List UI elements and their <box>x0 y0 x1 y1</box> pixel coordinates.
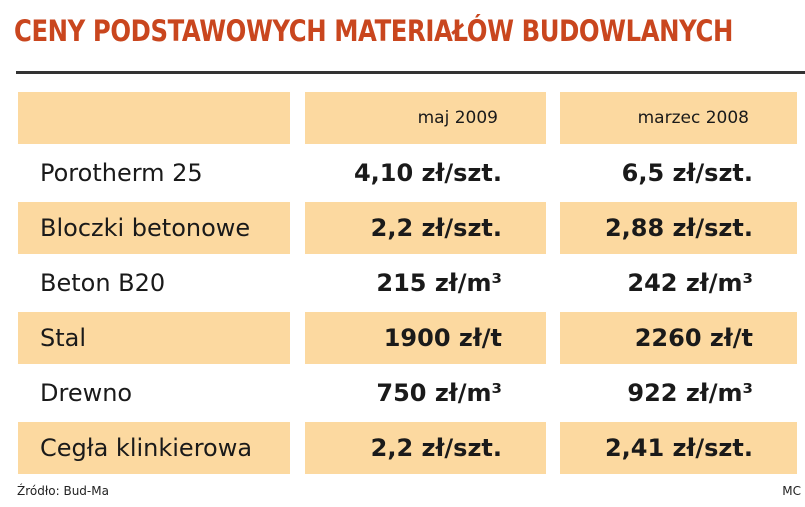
credit: MC <box>782 484 801 498</box>
material-name: Bloczki betonowe <box>18 202 290 254</box>
price-cell: 1900 zł/t <box>305 312 546 364</box>
source: Źródło: Bud-Ma <box>17 484 109 498</box>
material-name: Drewno <box>40 379 133 407</box>
column-header: marzec 2008 <box>560 92 797 144</box>
material-name: Cegła klinkierowa <box>18 422 290 474</box>
material-name: Porotherm 25 <box>40 159 203 187</box>
price-cell: 4,10 zł/szt. <box>353 159 502 187</box>
header-blank <box>18 92 290 144</box>
price-cell: 2,41 zł/szt. <box>560 422 797 474</box>
price-cell: 2,2 zł/szt. <box>305 202 546 254</box>
title: CENY PODSTAWOWYCH MATERIAŁÓW BUDOWLANYCH <box>14 14 733 48</box>
price-cell: 242 zł/m³ <box>627 269 753 297</box>
price-cell: 215 zł/m³ <box>376 269 502 297</box>
price-cell: 2,2 zł/szt. <box>305 422 546 474</box>
price-cell: 750 zł/m³ <box>376 379 502 407</box>
title-rule <box>16 71 805 74</box>
price-cell: 2260 zł/t <box>560 312 797 364</box>
price-cell: 922 zł/m³ <box>627 379 753 407</box>
material-name: Beton B20 <box>40 269 166 297</box>
column-header: maj 2009 <box>305 92 546 144</box>
price-cell: 6,5 zł/szt. <box>621 159 753 187</box>
material-name: Stal <box>18 312 290 364</box>
price-cell: 2,88 zł/szt. <box>560 202 797 254</box>
